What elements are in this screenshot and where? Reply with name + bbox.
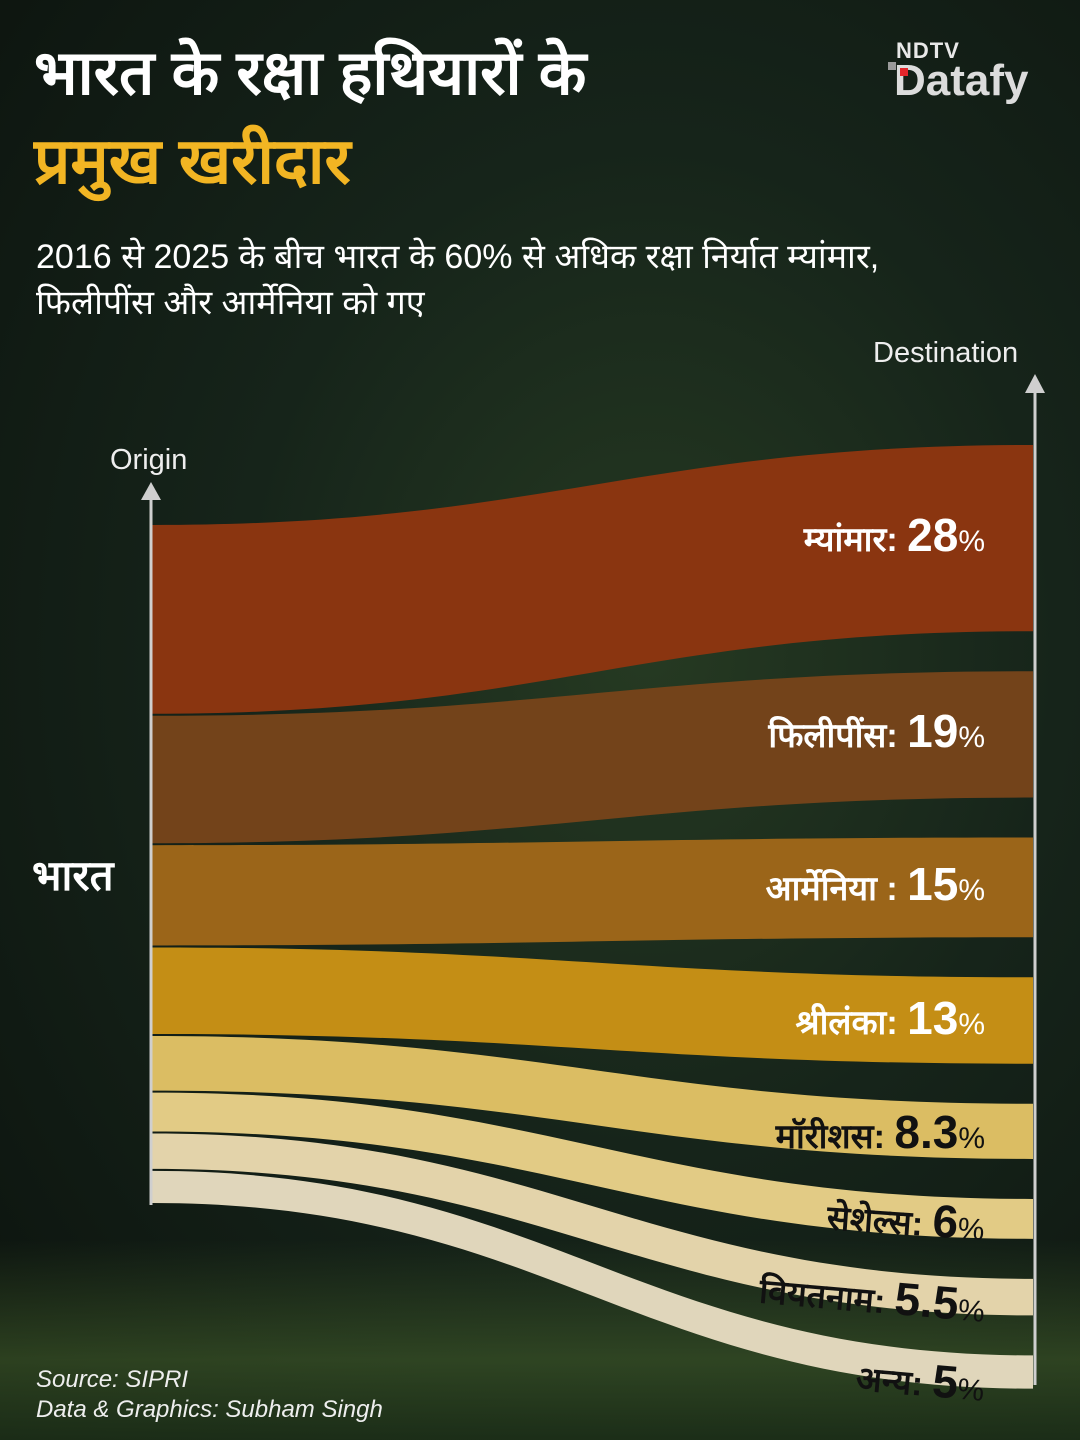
flow-unit: % <box>958 1007 985 1041</box>
flow-label: फिलीपींस: 19% <box>768 704 985 758</box>
flow-value: 8.3 <box>894 1106 959 1159</box>
title-line-2: प्रमुख खरीदार <box>34 125 351 197</box>
logo-red-square <box>900 68 908 76</box>
flow-unit: % <box>958 525 985 559</box>
flow-label: म्यांमार: 28% <box>804 508 985 562</box>
flow-band <box>152 671 1033 844</box>
flow-unit: % <box>956 1372 986 1408</box>
logo-ndtv: NDTV <box>896 38 960 63</box>
flow-value: 13 <box>907 991 959 1044</box>
flow-value: 15 <box>907 858 959 911</box>
flow-band <box>152 1092 1033 1239</box>
flow-unit: % <box>958 1122 985 1156</box>
origin-arrow-icon <box>141 482 161 500</box>
destination-axis-label: Destination <box>873 337 1019 369</box>
flow-unit: % <box>956 1293 986 1330</box>
origin-axis-label: Origin <box>110 444 188 476</box>
flow-band <box>152 947 1033 1064</box>
destination-arrow-icon <box>1025 374 1045 393</box>
flow-band <box>152 1170 1033 1389</box>
flow-value: 5.5 <box>892 1272 961 1330</box>
flow-unit: % <box>956 1212 986 1247</box>
flow-label: श्रीलंका: 13% <box>796 991 985 1045</box>
flow-name: आर्मेनिया : <box>765 870 908 909</box>
flow-band <box>152 445 1033 714</box>
title-line-1: भारत के रक्षा हथियारों के <box>34 39 587 108</box>
logo-grey-square <box>888 62 896 70</box>
flow-name: म्यांमार: <box>803 521 908 560</box>
flow-name: श्रीलंका: <box>795 1003 908 1042</box>
flow-name: अन्य: <box>854 1359 935 1405</box>
flow-name: सेशेल्स: <box>825 1198 934 1245</box>
flow-label: आर्मेनिया : 15% <box>766 857 985 911</box>
flow-name: वियतनाम: <box>757 1272 896 1323</box>
flow-value: 28 <box>907 509 959 562</box>
flow-unit: % <box>958 874 985 908</box>
logo-datafy: Datafy <box>894 56 1029 105</box>
flow-label: सेशेल्स: 6% <box>826 1186 987 1251</box>
flow-band <box>152 837 1033 946</box>
source-note: Source: SIPRI <box>36 1366 189 1393</box>
flow-unit: % <box>958 721 985 755</box>
flow-band <box>152 1036 1033 1159</box>
flow-label: अन्य: 5% <box>854 1347 987 1412</box>
source-node-label: भारत <box>32 852 114 899</box>
credit-note: Data & Graphics: Subham Singh <box>36 1396 383 1423</box>
flow-label: मॉरीशस: 8.3% <box>776 1105 985 1159</box>
flow-name: मॉरीशस: <box>775 1118 895 1157</box>
flow-name: फिलीपींस: <box>768 717 908 756</box>
subtitle: 2016 से 2025 के बीच भारत के 60% से अधिक … <box>36 238 880 322</box>
flow-band <box>152 1133 1033 1316</box>
flow-value: 19 <box>907 705 959 758</box>
ndtv-datafy-logo: NDTV Datafy <box>888 38 1058 108</box>
